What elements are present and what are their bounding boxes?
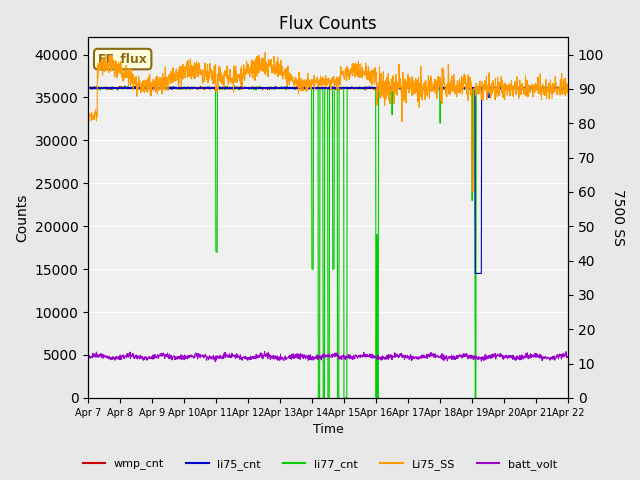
Y-axis label: 7500 SS: 7500 SS xyxy=(611,189,625,246)
X-axis label: Time: Time xyxy=(313,423,344,436)
Title: Flux Counts: Flux Counts xyxy=(279,15,377,33)
Legend: wmp_cnt, li75_cnt, li77_cnt, Li75_SS, batt_volt: wmp_cnt, li75_cnt, li77_cnt, Li75_SS, ba… xyxy=(78,455,562,474)
Y-axis label: Counts: Counts xyxy=(15,193,29,242)
Text: EE_flux: EE_flux xyxy=(98,53,148,66)
